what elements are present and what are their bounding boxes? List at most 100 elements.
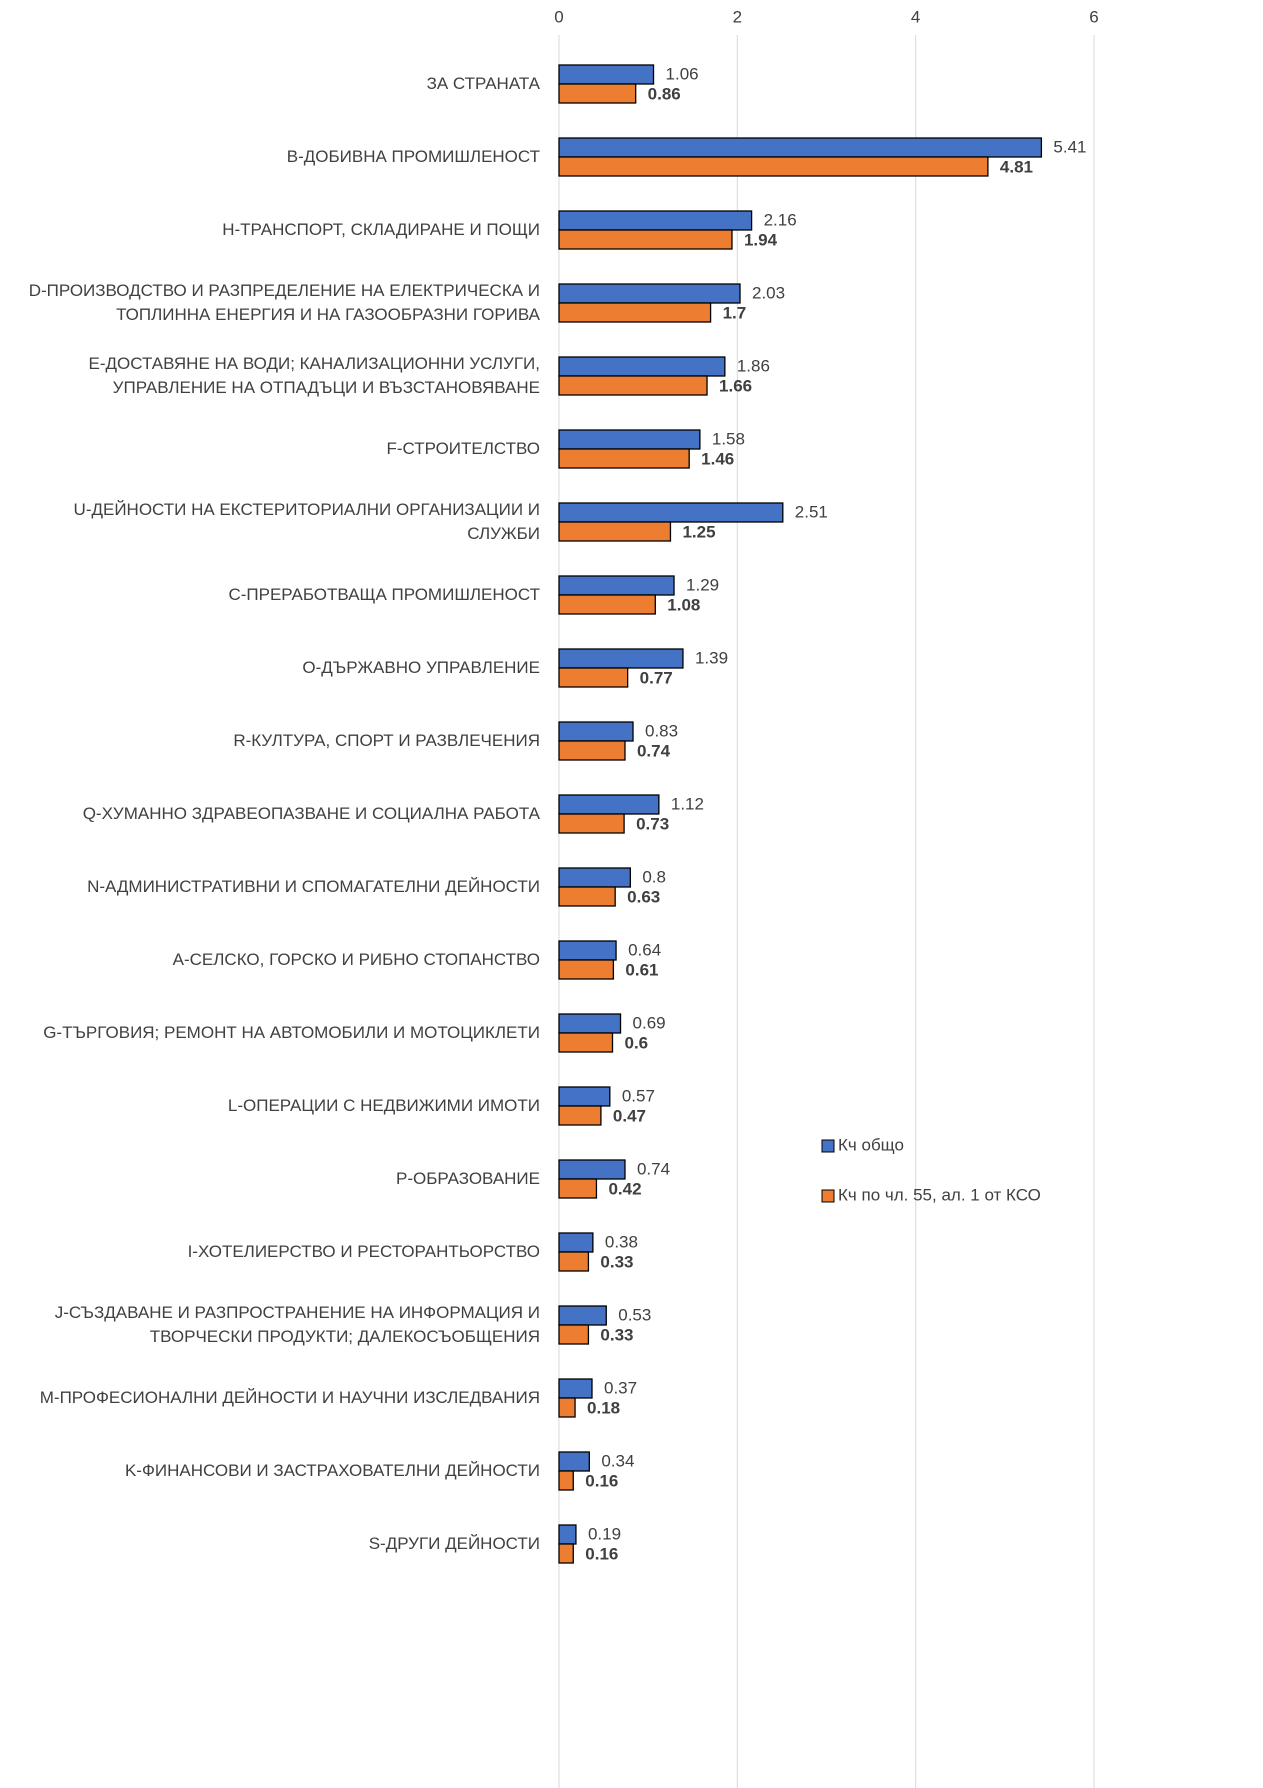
bar	[558, 356, 726, 377]
value-label: 4.81	[1000, 157, 1033, 176]
category-label: D-ПРОИЗВОДСТВО И РАЗПРЕДЕЛЕНИЕ НА ЕЛЕКТР…	[28, 281, 540, 324]
legend-swatch	[821, 1139, 835, 1153]
bar	[558, 83, 637, 104]
category-label: S-ДРУГИ ДЕЙНОСТИ	[368, 1534, 540, 1553]
bar	[558, 667, 629, 688]
value-label: 0.16	[585, 1471, 618, 1490]
category-label: C-ПРЕРАБОТВАЩА ПРОМИШЛЕНОСТ	[228, 585, 540, 604]
value-label: 0.16	[585, 1544, 618, 1563]
bar	[558, 502, 784, 523]
value-label: 1.29	[686, 575, 719, 594]
bar	[558, 1524, 577, 1545]
value-label: 1.06	[666, 64, 699, 83]
value-label: 1.08	[667, 595, 700, 614]
bar	[558, 210, 753, 231]
category-label: R-КУЛТУРА, СПОРТ И РАЗВЛЕЧЕНИЯ	[233, 731, 540, 750]
bar	[558, 137, 1043, 158]
value-label: 2.51	[795, 502, 828, 521]
bar	[558, 1451, 590, 1472]
bar	[558, 575, 675, 596]
bar	[558, 1178, 598, 1199]
value-label: 5.41	[1053, 137, 1086, 156]
value-label: 1.25	[682, 522, 715, 541]
value-label: 1.66	[719, 376, 752, 395]
legend-label: Кч по чл. 55, ал. 1 от КСО	[838, 1185, 1041, 1204]
bar	[558, 448, 690, 469]
value-label: 0.42	[608, 1179, 641, 1198]
category-label: N-АДМИНИСТРАТИВНИ И СПОМАГАТЕЛНИ ДЕЙНОСТ…	[87, 877, 540, 896]
value-label: 0.33	[600, 1252, 633, 1271]
value-label: 0.33	[600, 1325, 633, 1344]
bar	[558, 1470, 574, 1491]
legend-label: Кч общо	[838, 1135, 904, 1154]
bar	[558, 940, 617, 961]
value-label: 1.46	[701, 449, 734, 468]
category-label: L-ОПЕРАЦИИ С НЕДВИЖИМИ ИМОТИ	[227, 1096, 540, 1115]
value-label: 0.74	[637, 1159, 670, 1178]
bar	[558, 1105, 602, 1126]
bar	[558, 648, 684, 669]
bar	[558, 1378, 593, 1399]
bar	[558, 886, 616, 907]
value-label: 0.77	[640, 668, 673, 687]
value-label: 0.57	[622, 1086, 655, 1105]
bar	[558, 959, 615, 980]
bar	[558, 721, 634, 742]
category-label: O-ДЪРЖАВНО УПРАВЛЕНИЕ	[302, 658, 540, 677]
category-label: U-ДЕЙНОСТИ НА ЕКСТЕРИТОРИАЛНИ ОРГАНИЗАЦИ…	[73, 500, 540, 543]
bar	[558, 521, 672, 542]
value-label: 0.86	[648, 84, 681, 103]
value-label: 0.37	[604, 1378, 637, 1397]
category-label: ЗА СТРАНАТА	[426, 74, 540, 93]
bar	[558, 375, 708, 396]
value-label: 0.83	[645, 721, 678, 740]
bar	[558, 1159, 626, 1180]
bar	[558, 1232, 594, 1253]
value-label: 0.38	[605, 1232, 638, 1251]
value-label: 0.74	[637, 741, 671, 760]
category-label: P-ОБРАЗОВАНИЕ	[396, 1169, 540, 1188]
bar	[558, 1397, 576, 1418]
bar	[558, 867, 631, 888]
value-label: 0.8	[642, 867, 666, 886]
bar	[558, 794, 660, 815]
value-label: 1.94	[744, 230, 778, 249]
category-label: I-ХОТЕЛИЕРСТВО И РЕСТОРАНТЬОРСТВО	[187, 1242, 540, 1261]
x-tick-label: 4	[911, 7, 920, 26]
legend-swatch	[821, 1189, 835, 1203]
value-label: 1.39	[695, 648, 728, 667]
value-label: 0.34	[601, 1451, 634, 1470]
bar	[558, 302, 712, 323]
value-label: 0.6	[625, 1033, 649, 1052]
category-label: E-ДОСТАВЯНЕ НА ВОДИ; КАНАЛИЗАЦИОННИ УСЛУ…	[88, 354, 540, 397]
category-label: F-СТРОИТЕЛСТВО	[386, 439, 540, 458]
category-label: Q-ХУМАННО ЗДРАВЕОПАЗВАНЕ И СОЦИАЛНА РАБО…	[82, 804, 540, 823]
category-label: J-СЪЗДАВАНЕ И РАЗПРОСТРАНЕНИЕ НА ИНФОРМА…	[54, 1303, 540, 1346]
category-label: K-ФИНАНСОВИ И ЗАСТРАХОВАТЕЛНИ ДЕЙНОСТИ	[124, 1461, 540, 1480]
category-label: H-ТРАНСПОРТ, СКЛАДИРАНЕ И ПОЩИ	[222, 220, 540, 239]
bar	[558, 429, 701, 450]
category-label: G-ТЪРГОВИЯ; РЕМОНТ НА АВТОМОБИЛИ И МОТОЦ…	[43, 1023, 540, 1042]
value-label: 0.73	[636, 814, 669, 833]
bar	[558, 1032, 614, 1053]
value-label: 1.12	[671, 794, 704, 813]
value-label: 2.16	[764, 210, 797, 229]
value-label: 0.63	[627, 887, 660, 906]
value-label: 1.58	[712, 429, 745, 448]
value-label: 0.64	[628, 940, 661, 959]
category-label: A-СЕЛСКО, ГОРСКО И РИБНО СТОПАНСТВО	[172, 950, 540, 969]
bar	[558, 1086, 611, 1107]
value-label: 0.53	[618, 1305, 651, 1324]
value-label: 0.18	[587, 1398, 620, 1417]
bar	[558, 594, 656, 615]
bar	[558, 1324, 590, 1345]
value-label: 0.19	[588, 1524, 621, 1543]
value-label: 1.86	[737, 356, 770, 375]
bar	[558, 1305, 607, 1326]
x-tick-label: 0	[554, 7, 563, 26]
value-label: 2.03	[752, 283, 785, 302]
bar	[558, 64, 655, 85]
value-label: 0.47	[613, 1106, 646, 1125]
